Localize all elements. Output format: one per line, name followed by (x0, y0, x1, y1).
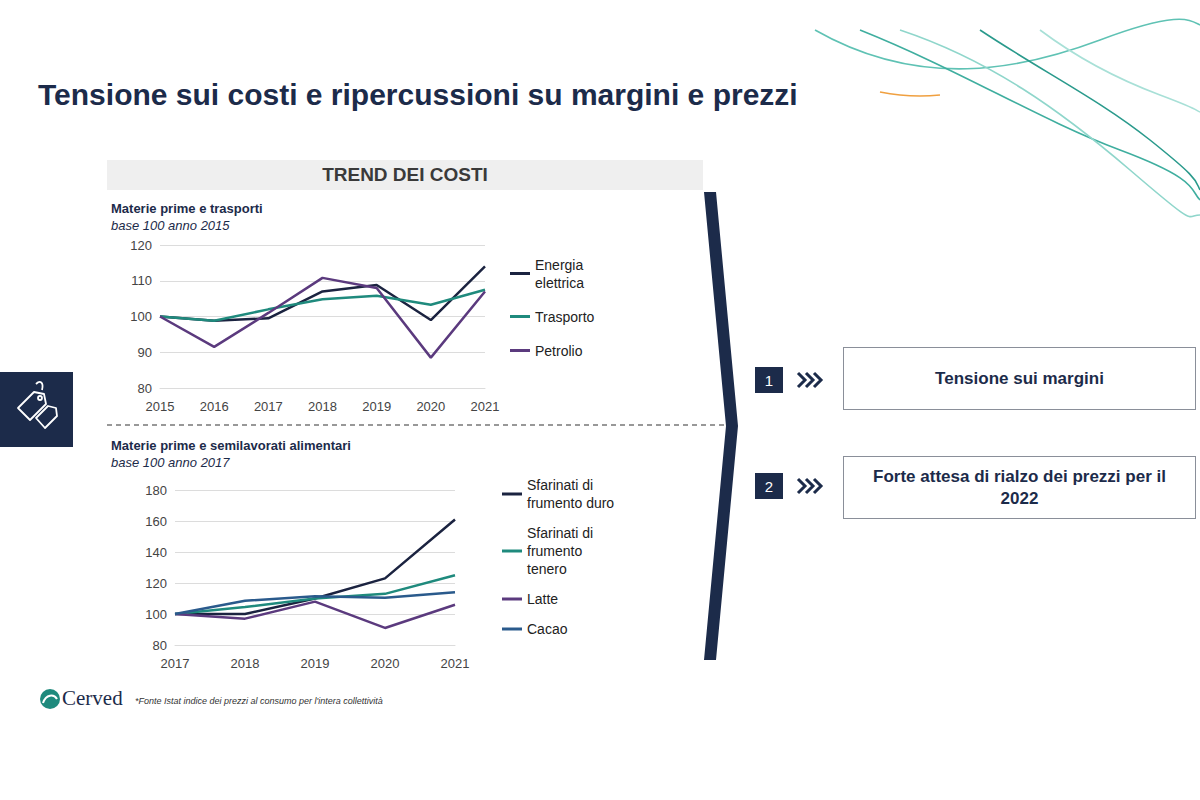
svg-text:2021: 2021 (471, 399, 500, 414)
svg-text:Sfarinati di: Sfarinati di (527, 525, 593, 541)
svg-text:Petrolio: Petrolio (535, 343, 583, 359)
svg-text:100: 100 (130, 309, 152, 324)
svg-text:2018: 2018 (308, 399, 337, 414)
svg-text:2019: 2019 (362, 399, 391, 414)
svg-text:2015: 2015 (146, 399, 175, 414)
svg-text:120: 120 (145, 576, 167, 591)
svg-text:frumento: frumento (527, 543, 582, 559)
svg-text:Materie prime e semilavorati a: Materie prime e semilavorati alimentari (111, 438, 351, 453)
svg-text:2018: 2018 (231, 656, 260, 671)
svg-text:2017: 2017 (161, 656, 190, 671)
html-text:TREND DEI COSTI: TREND DEI COSTI (322, 164, 488, 185)
svg-text:2016: 2016 (200, 399, 229, 414)
html-text:2: 2 (764, 477, 774, 495)
html-text:Tensione sui costi e ripercuss: Tensione sui costi e ripercussioni su ma… (38, 78, 798, 111)
svg-text:Latte: Latte (527, 591, 558, 607)
svg-text:Energia: Energia (535, 257, 583, 273)
svg-text:2017: 2017 (254, 399, 283, 414)
html-text:*Fonte Istat indice dei prezzi: *Fonte Istat indice dei prezzi al consum… (135, 696, 383, 706)
svg-text:frumento duro: frumento duro (527, 495, 614, 511)
html-text:Forte attesa di rialzo dei pre: Forte attesa di rialzo dei prezzi per il… (873, 467, 1166, 508)
svg-text:100: 100 (145, 607, 167, 622)
svg-text:Materie prime e trasporti: Materie prime e trasporti (111, 201, 263, 216)
svg-text:180: 180 (145, 483, 167, 498)
html-text:1: 1 (764, 371, 774, 389)
svg-text:120: 120 (130, 238, 152, 253)
svg-text:2020: 2020 (371, 656, 400, 671)
svg-text:110: 110 (131, 273, 152, 288)
svg-text:Sfarinati di: Sfarinati di (527, 477, 593, 493)
svg-text:2019: 2019 (301, 656, 330, 671)
svg-text:80: 80 (138, 381, 152, 396)
svg-text:2021: 2021 (441, 656, 470, 671)
svg-text:90: 90 (138, 345, 152, 360)
svg-text:160: 160 (145, 514, 167, 529)
html-text:Cerved: Cerved (62, 686, 123, 710)
svg-text:2020: 2020 (416, 399, 445, 414)
svg-text:base 100 anno 2017: base 100 anno 2017 (111, 455, 230, 470)
html-text:Tensione sui margini: Tensione sui margini (935, 368, 1104, 388)
svg-text:Trasporto: Trasporto (535, 309, 595, 325)
svg-text:tenero: tenero (527, 561, 567, 577)
svg-text:140: 140 (145, 545, 167, 560)
svg-text:Cacao: Cacao (527, 621, 568, 637)
svg-text:80: 80 (153, 638, 167, 653)
svg-text:elettrica: elettrica (535, 275, 584, 291)
svg-text:base 100 anno 2015: base 100 anno 2015 (111, 218, 230, 233)
